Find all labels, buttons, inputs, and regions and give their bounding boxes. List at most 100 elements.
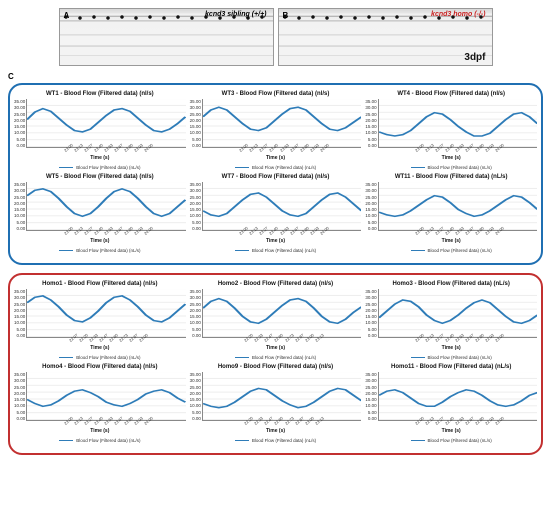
x-axis-ticks: 23.0023.1323.2723.4023.5323.6723.8023.93… [238,149,328,154]
plot-area [378,182,537,231]
chart-legend: Blood Flow (Filtered data) (nL/s) [411,248,492,253]
chart: WT5 - Blood Flow (Filtered data) (nl/s) 3… [14,174,186,253]
x-axis-label: Time (s) [90,155,109,161]
legend-label: Blood Flow (Filtered data) (nL/s) [428,248,492,253]
legend-label: Blood Flow (Filtered data) (nL/s) [428,355,492,360]
x-axis-label: Time (s) [266,155,285,161]
y-axis-ticks: 35.0030.0025.0020.0015.0010.005.000.00 [14,372,25,421]
chart-legend: Blood Flow (Filtered data) (nL/s) [235,355,316,360]
legend-label: Blood Flow (Filtered data) (nL/s) [252,355,316,360]
y-axis-ticks: 35.0030.0025.0020.0015.0010.005.000.00 [365,289,376,338]
chart-row: WT1 - Blood Flow (Filtered data) (nl/s) 3… [14,91,537,170]
chart-row: WT5 - Blood Flow (Filtered data) (nl/s) 3… [14,174,537,253]
x-axis-label: Time (s) [442,238,461,244]
chart-row: Homo4 - Blood Flow (Filtered data) (nl/s… [14,364,537,443]
legend-label: Blood Flow (Filtered data) (nL/s) [76,438,140,443]
chart: WT3 - Blood Flow (Filtered data) (nl/s) 3… [190,91,362,170]
chart-title: WT11 - Blood Flow (Filtered data) (nL/s) [395,174,508,180]
y-axis-ticks: 35.0030.0025.0020.0015.0010.005.000.00 [14,182,25,231]
chart-legend: Blood Flow (Filtered data) (nL/s) [59,438,140,443]
panel-b-corner: B [283,11,289,20]
chart-title: Homo3 - Blood Flow (Filtered data) (nL/s… [393,281,510,287]
chart-title: Homo11 - Blood Flow (Filtered data) (nL/… [391,364,511,370]
chart-title: Homo1 - Blood Flow (Filtered data) (nl/s… [42,281,157,287]
x-axis-ticks: 23.0023.1323.2723.4023.5323.6723.8023.93… [238,232,328,237]
y-axis-ticks: 35.0030.0025.0020.0015.0010.005.000.00 [190,372,201,421]
plot-area [26,182,185,231]
x-axis-label: Time (s) [90,345,109,351]
plot-area [202,372,361,421]
chart-title: WT3 - Blood Flow (Filtered data) (nl/s) [222,91,330,97]
x-axis-label: Time (s) [442,428,461,434]
chart: Homo9 - Blood Flow (Filtered data) (nl/s… [190,364,362,443]
panel-b-label: kcnd3 homo (-/-) [431,11,485,18]
x-axis-label: Time (s) [442,345,461,351]
chart-legend: Blood Flow (Filtered data) (nL/s) [235,438,316,443]
plot-area [202,99,361,148]
plot-area [378,289,537,338]
y-axis-ticks: 35.0030.0025.0020.0015.0010.005.000.00 [365,372,376,421]
x-axis-ticks: 22.2022.3322.4722.6022.7322.8723.0023.13 [243,339,323,344]
micrograph-a: A kcnd3 sibling (+/+) [59,8,274,66]
x-axis-ticks: 22.0022.1322.2722.4022.5322.6722.8022.93… [414,422,504,427]
x-axis-ticks: 22.0722.2022.3322.4722.6022.7322.8723.00 [68,339,148,344]
plot-area [202,182,361,231]
y-axis-ticks: 35.0030.0025.0020.0015.0010.005.000.00 [190,99,201,148]
legend-label: Blood Flow (Filtered data) (nL/s) [252,438,316,443]
chart: WT11 - Blood Flow (Filtered data) (nL/s)… [365,174,537,253]
x-axis-ticks: 23.0023.1323.2723.4023.5323.6723.8023.93… [63,149,153,154]
legend-label: Blood Flow (Filtered data) (nL/s) [76,165,140,170]
panel-b-stage: 3dpf [464,52,485,63]
chart: WT7 - Blood Flow (Filtered data) (nl/s) 3… [190,174,362,253]
chart: Homo2 - Blood Flow (Filtered data) (nl/s… [190,281,362,360]
plot-area [202,289,361,338]
y-axis-ticks: 35.0030.0025.0020.0015.0010.005.000.00 [365,182,376,231]
chart-legend: Blood Flow (Filtered data) (nL/s) [411,355,492,360]
chart-legend: Blood Flow (Filtered data) (nL/s) [235,165,316,170]
legend-label: Blood Flow (Filtered data) (nL/s) [428,165,492,170]
plot-area [26,289,185,338]
x-axis-ticks: 23.0023.1323.2723.4023.5323.6723.8023.93… [414,149,504,154]
chart-legend: Blood Flow (Filtered data) (nL/s) [411,438,492,443]
x-axis-label: Time (s) [266,345,285,351]
plot-area [26,372,185,421]
chart-title: WT1 - Blood Flow (Filtered data) (nl/s) [46,91,154,97]
legend-label: Blood Flow (Filtered data) (nL/s) [76,355,140,360]
x-axis-label: Time (s) [266,238,285,244]
x-axis-label: Time (s) [90,238,109,244]
group-homo: Homo1 - Blood Flow (Filtered data) (nl/s… [8,273,543,455]
legend-label: Blood Flow (Filtered data) (nL/s) [428,438,492,443]
chart-title: Homo9 - Blood Flow (Filtered data) (nl/s… [218,364,333,370]
x-axis-label: Time (s) [90,428,109,434]
panel-a-label: kcnd3 sibling (+/+) [205,11,266,18]
chart: WT1 - Blood Flow (Filtered data) (nl/s) 3… [14,91,186,170]
plot-area [378,372,537,421]
x-axis-label: Time (s) [442,155,461,161]
y-axis-ticks: 35.0030.0025.0020.0015.0010.005.000.00 [190,289,201,338]
chart-title: Homo2 - Blood Flow (Filtered data) (nl/s… [218,281,333,287]
chart-legend: Blood Flow (Filtered data) (nL/s) [235,248,316,253]
plot-area [26,99,185,148]
y-axis-ticks: 35.0030.0025.0020.0015.0010.005.000.00 [365,99,376,148]
x-axis-ticks: 22.0022.1322.2722.4022.5322.6722.8022.93… [414,339,504,344]
chart-legend: Blood Flow (Filtered data) (nL/s) [59,165,140,170]
panel-c-label: C [8,72,543,81]
chart: Homo11 - Blood Flow (Filtered data) (nL/… [365,364,537,443]
chart-legend: Blood Flow (Filtered data) (nL/s) [59,248,140,253]
chart-title: WT4 - Blood Flow (Filtered data) (nl/s) [397,91,505,97]
chart: Homo3 - Blood Flow (Filtered data) (nL/s… [365,281,537,360]
chart-title: WT7 - Blood Flow (Filtered data) (nl/s) [222,174,330,180]
chart: WT4 - Blood Flow (Filtered data) (nl/s) 3… [365,91,537,170]
y-axis-ticks: 35.0030.0025.0020.0015.0010.005.000.00 [14,99,25,148]
chart-row: Homo1 - Blood Flow (Filtered data) (nl/s… [14,281,537,360]
chart-legend: Blood Flow (Filtered data) (nL/s) [59,355,140,360]
group-wt: WT1 - Blood Flow (Filtered data) (nl/s) 3… [8,83,543,265]
y-axis-ticks: 35.0030.0025.0020.0015.0010.005.000.00 [190,182,201,231]
chart-title: WT5 - Blood Flow (Filtered data) (nl/s) [46,174,154,180]
chart: Homo1 - Blood Flow (Filtered data) (nl/s… [14,281,186,360]
legend-label: Blood Flow (Filtered data) (nL/s) [252,165,316,170]
x-axis-label: Time (s) [266,428,285,434]
x-axis-ticks: 23.0023.1323.2723.4023.5323.6723.8023.93… [63,422,153,427]
chart-title: Homo4 - Blood Flow (Filtered data) (nl/s… [42,364,157,370]
legend-label: Blood Flow (Filtered data) (nL/s) [252,248,316,253]
